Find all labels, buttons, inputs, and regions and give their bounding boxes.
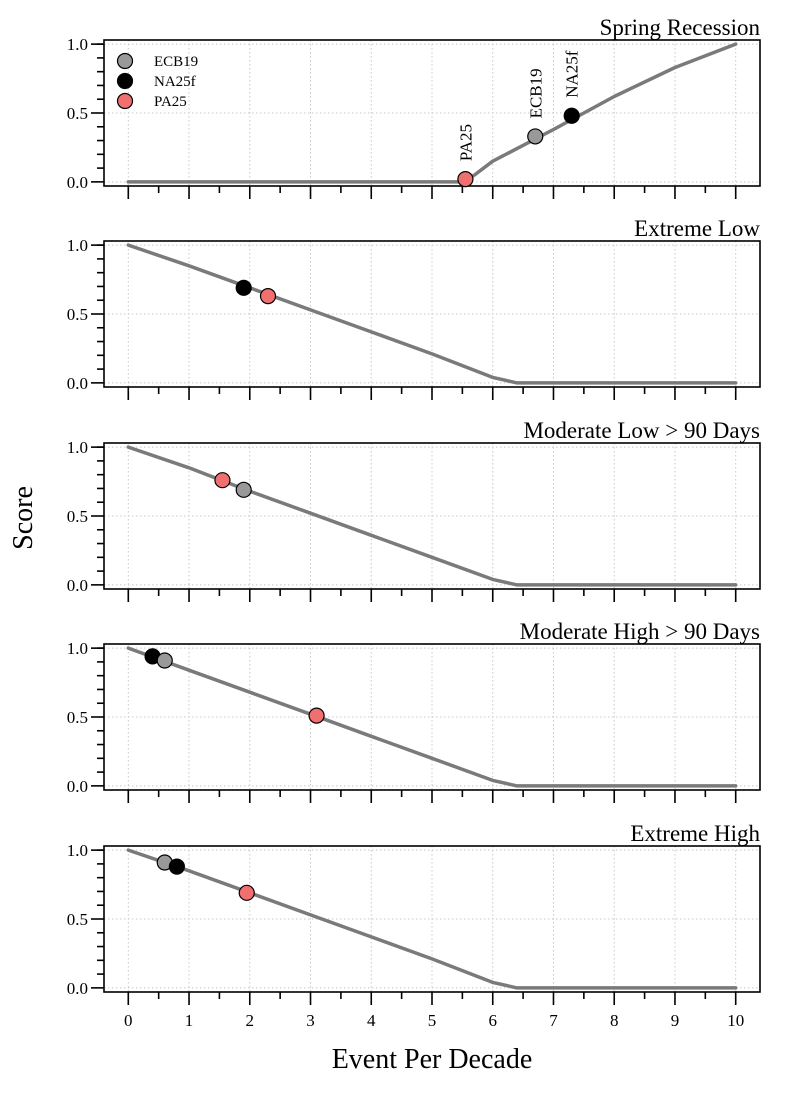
y-tick-label: 0.0 (67, 173, 88, 192)
y-tick-label: 0.5 (67, 507, 88, 526)
data-point-na25f (168, 858, 185, 875)
y-tick-label: 0.5 (67, 305, 88, 324)
x-axis-title: Event Per Decade (332, 1044, 533, 1075)
x-tick-label: 1 (185, 1011, 194, 1030)
y-tick-label: 1.0 (67, 236, 88, 255)
y-tick-label: 0.5 (67, 910, 88, 929)
panels: 0.0 0.5 1.0 Spring Recession ECB19 NA25f PA25 E… (67, 15, 761, 1030)
panel-title: Moderate High > 90 Days (520, 619, 760, 644)
score-curve (126, 848, 738, 990)
x-tick-label: 5 (428, 1011, 437, 1030)
y-tick-label: 1.0 (67, 438, 88, 457)
data-point-pa25 (238, 884, 255, 901)
score-curve (126, 445, 738, 587)
point-annotation: PA25 (456, 124, 475, 161)
score-curve (126, 243, 738, 385)
y-axis-title: Score (8, 486, 39, 550)
data-point-ecb19 (156, 652, 173, 669)
y-tick-label: 0.5 (67, 708, 88, 727)
panel-title: Extreme High (630, 821, 760, 846)
y-tick-label: 1.0 (67, 35, 88, 54)
y-tick-label: 1.0 (67, 841, 88, 860)
point-annotation: ECB19 (526, 68, 545, 118)
legend-label: PA25 (154, 94, 187, 110)
data-point-na25f (563, 107, 580, 124)
x-tick-label: 0 (124, 1011, 133, 1030)
chart-panel: 0.0 0.5 1.0 Moderate High > 90 Days (67, 619, 761, 803)
chart-panel: 0.0 0.5 1.0 Moderate Low > 90 Days (67, 418, 761, 602)
legend-marker-na25f (116, 72, 134, 90)
legend-label: ECB19 (154, 54, 198, 70)
panel-title: Spring Recession (600, 15, 761, 40)
y-tick-label: 0.0 (67, 576, 88, 595)
data-point-pa25 (308, 707, 325, 724)
x-tick-label: 6 (488, 1011, 497, 1030)
y-tick-label: 0.5 (67, 104, 88, 123)
legend-marker-pa25 (116, 92, 134, 110)
legend-label: NA25f (154, 74, 196, 90)
panel-title: Moderate Low > 90 Days (523, 418, 760, 443)
y-tick-label: 0.0 (67, 374, 88, 393)
x-tick-label: 3 (306, 1011, 315, 1030)
data-point-ecb19 (527, 128, 544, 145)
x-tick-label: 9 (671, 1011, 680, 1030)
legend-marker-ecb19 (116, 52, 134, 70)
data-point-pa25 (214, 472, 231, 489)
chart-panel: 0.0 0.5 1.0 Extreme Low (67, 216, 761, 400)
x-tick-label: 8 (610, 1011, 619, 1030)
point-annotation: NA25f (563, 50, 582, 98)
data-point-na25f (235, 279, 252, 296)
chart-panel: 0.0 0.5 1.0 Spring Recession ECB19 NA25f PA25 E… (67, 15, 761, 199)
x-tick-label: 7 (549, 1011, 558, 1030)
score-curve (126, 646, 738, 788)
x-tick-label: 10 (727, 1011, 744, 1030)
chart-panel: 0.0 0.5 1.0 0 1 2 3 4 5 6 7 8 9 10 Extreme High (67, 821, 761, 1030)
data-point-ecb19 (235, 481, 252, 498)
y-tick-label: 0.0 (67, 777, 88, 796)
y-tick-label: 0.0 (67, 979, 88, 998)
y-tick-label: 1.0 (67, 639, 88, 658)
data-point-pa25 (457, 171, 474, 188)
x-tick-label: 2 (246, 1011, 255, 1030)
panel-title: Extreme Low (634, 216, 760, 241)
x-tick-label: 4 (367, 1011, 376, 1030)
data-point-pa25 (259, 287, 277, 305)
